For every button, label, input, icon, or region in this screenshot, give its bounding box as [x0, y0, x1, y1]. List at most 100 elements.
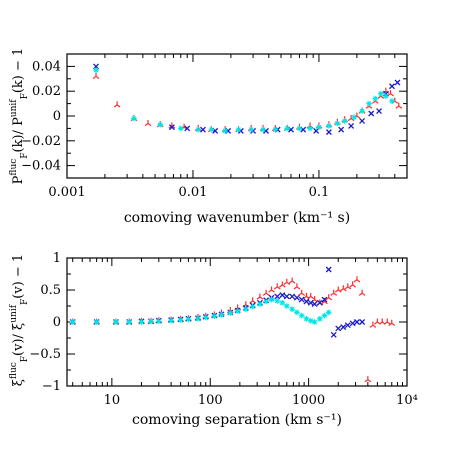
data-point-x [338, 126, 345, 133]
x-tick-label: 10 [104, 393, 121, 408]
data-point-x [293, 294, 300, 301]
data-point-star [157, 121, 164, 128]
y-tick-label: −0.04 [21, 159, 61, 174]
data-point-tri [283, 278, 291, 286]
y-axis-label: PflucF(k)/ PunifF(k) − 1 [9, 48, 30, 185]
data-point-tri [364, 376, 372, 383]
data-point-star [93, 67, 99, 73]
data-point-x [321, 296, 328, 303]
data-point-star [298, 312, 305, 319]
data-point-x [289, 293, 296, 300]
data-point-x [359, 118, 366, 124]
data-point-tri [278, 281, 286, 288]
data-point-tri [330, 289, 338, 296]
y-label-sup1: fluc [9, 362, 19, 379]
x-tick-label: 0.001 [48, 185, 85, 200]
data-point-star [222, 128, 228, 134]
data-point-star [268, 296, 275, 303]
data-point-x [340, 324, 347, 331]
data-point-x [359, 319, 366, 325]
x-tick-label: 0.01 [178, 185, 207, 200]
data-point-x [313, 127, 320, 134]
data-point-star [326, 123, 332, 129]
data-point-tri [268, 286, 275, 293]
axis-ticks: 10 100 1000 10⁴ −1 −0.5 0 0.5 1 [29, 251, 417, 408]
data-point-x [274, 293, 281, 300]
y-label-sub2: F [20, 299, 30, 305]
data-point-star [311, 319, 318, 325]
data-point-star [263, 298, 269, 305]
data-point-tri [298, 289, 306, 296]
data-point-x [348, 122, 355, 129]
x-tick-label: 10⁴ [396, 393, 418, 408]
data-point-star [359, 108, 365, 114]
data-point-tri [347, 114, 355, 122]
data-point-star [274, 298, 281, 304]
data-point-tri [293, 283, 301, 290]
data-point-x [316, 299, 323, 306]
data-point-tri [256, 293, 264, 300]
y-label-mid: (k)/ P [11, 117, 26, 153]
data-point-tri [383, 318, 391, 325]
y-tick-label: 0.04 [32, 59, 61, 74]
data-point-star [243, 306, 249, 312]
data-point-star [366, 100, 372, 107]
data-point-x [376, 108, 383, 114]
data-point-star [177, 125, 184, 132]
data-point-star [325, 309, 332, 316]
y-label-before: ξ [11, 379, 26, 386]
data-point-star [316, 124, 322, 130]
x-axis-label: comoving wavenumber (km⁻¹ s) [124, 210, 350, 226]
y-label-sup2: unif [9, 99, 19, 117]
data-marks [92, 63, 403, 136]
data-point-tri [273, 283, 281, 290]
data-point-star [296, 125, 303, 132]
y-label-mid: (v)/ ξ [11, 323, 26, 356]
y-label-before: P [11, 175, 26, 184]
x-tick-label: 1000 [292, 393, 325, 408]
data-point-star [227, 310, 234, 316]
data-point-star [185, 316, 192, 323]
data-point-star [202, 314, 209, 321]
data-point-star [195, 316, 201, 322]
data-point-tri [113, 101, 121, 108]
data-point-star [235, 126, 242, 133]
data-point-x [394, 79, 401, 86]
data-point-star [126, 319, 132, 325]
data-point-tri [349, 281, 356, 288]
data-point-tri [369, 321, 377, 328]
data-point-tri [344, 283, 352, 290]
data-marks [69, 266, 396, 383]
correlation-function-panel: 10 100 1000 10⁴ −1 −0.5 0 0.5 1 comoving separat… [9, 251, 418, 428]
data-point-x [368, 110, 375, 117]
data-point-x [344, 322, 351, 329]
data-point-tri [307, 292, 315, 300]
y-tick-label: 0.02 [32, 84, 61, 99]
data-point-star [113, 319, 119, 325]
y-tick-label: −1 [42, 379, 61, 394]
axis-ticks: 0.001 0.01 0.1 −0.04 −0.02 0 0.02 0.04 [21, 54, 407, 200]
data-point-star [351, 114, 357, 121]
data-point-star [131, 115, 137, 122]
data-point-x [303, 298, 310, 305]
y-label-sub1: F [20, 356, 30, 362]
y-label-sup1: fluc [9, 159, 19, 176]
data-point-star [218, 312, 225, 318]
data-point-star [93, 319, 100, 325]
data-point-star [334, 120, 341, 127]
data-point-star [260, 126, 266, 133]
data-point-x [389, 83, 395, 90]
data-point-star [317, 316, 323, 322]
data-point-x [283, 293, 290, 300]
data-point-star [168, 317, 174, 324]
data-point-star [283, 303, 290, 309]
data-point-star [289, 306, 295, 312]
data-point-tri [325, 294, 333, 301]
data-point-x [325, 129, 332, 136]
data-point-x [311, 301, 318, 308]
data-point-tri [288, 277, 296, 284]
data-point-x [184, 125, 191, 132]
data-point-tri [388, 319, 396, 326]
data-point-star [211, 313, 218, 320]
data-point-star [378, 90, 384, 97]
